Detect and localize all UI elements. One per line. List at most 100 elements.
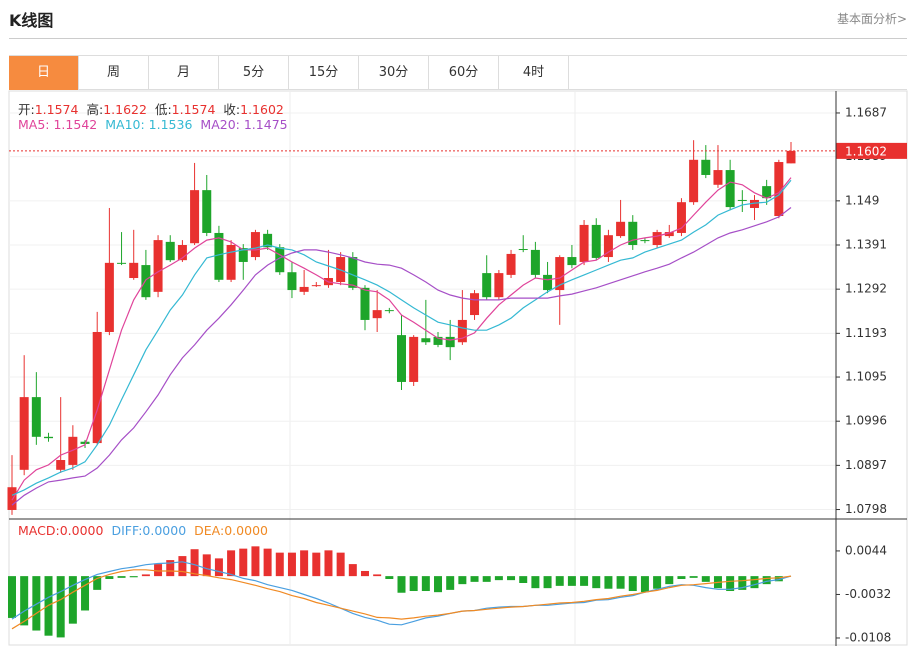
tab-bar: 日周月 5分 15分 30分 60分 4时 bbox=[9, 55, 907, 90]
candle-body bbox=[701, 159, 711, 175]
macd-bar bbox=[665, 576, 674, 585]
legend-separator: : bbox=[220, 523, 225, 538]
legend-value: 1.1536 bbox=[148, 117, 193, 132]
tab[interactable]: 月 bbox=[149, 56, 219, 90]
macd-bar bbox=[507, 576, 516, 581]
candle-body bbox=[749, 199, 759, 208]
macd-bar bbox=[105, 576, 114, 579]
ohlc-item: 低:1.1574 bbox=[155, 102, 215, 117]
ohlc-value: 1.1602 bbox=[240, 102, 284, 117]
candle-body bbox=[372, 310, 382, 319]
indicator-line bbox=[11, 569, 792, 630]
macd-bar bbox=[689, 576, 698, 578]
ma-line bbox=[11, 177, 792, 501]
candle-body bbox=[664, 232, 674, 237]
candle-body bbox=[275, 247, 285, 273]
legend-item: MA20: 1.1475 bbox=[200, 117, 287, 132]
candle-body bbox=[409, 336, 419, 382]
macd-bar bbox=[750, 576, 759, 589]
macd-bar bbox=[653, 576, 662, 589]
y-tick-label: 1.0996 bbox=[845, 414, 887, 428]
macd-bar bbox=[580, 576, 589, 586]
y-tick-label: 1.1193 bbox=[845, 326, 887, 340]
ma-line bbox=[11, 179, 792, 496]
macd-bar bbox=[312, 552, 321, 577]
macd-bar bbox=[8, 576, 16, 618]
candle-body bbox=[80, 441, 90, 444]
candle-body bbox=[494, 273, 504, 298]
candle-body bbox=[555, 257, 565, 291]
candle-body bbox=[774, 162, 784, 217]
macd-bar bbox=[774, 576, 783, 582]
candle-body bbox=[518, 249, 528, 251]
macd-bar bbox=[68, 576, 77, 624]
legend-item: DIFF:0.0000 bbox=[111, 523, 186, 538]
macd-bar bbox=[81, 576, 90, 611]
candle-body bbox=[56, 460, 66, 470]
candle-body bbox=[31, 397, 41, 437]
fundamental-analysis-link[interactable]: 基本面分析> bbox=[836, 12, 907, 26]
macd-bar bbox=[287, 552, 296, 577]
macd-bar bbox=[519, 576, 528, 583]
legend-item: MACD:0.0000 bbox=[18, 523, 103, 538]
macd-bar bbox=[227, 550, 236, 577]
legend-separator: : bbox=[45, 117, 54, 132]
legend-value: 0.0000 bbox=[142, 523, 187, 538]
candle-body bbox=[68, 436, 78, 465]
tab[interactable]: 60分 bbox=[429, 56, 499, 90]
tab[interactable]: 日 bbox=[9, 56, 79, 90]
macd-bar bbox=[178, 556, 187, 577]
macd-bar bbox=[324, 550, 333, 577]
candle-body bbox=[628, 221, 638, 246]
candle-body bbox=[202, 190, 212, 233]
tab[interactable]: 4时 bbox=[499, 56, 569, 90]
ohlc-item: 高:1.1622 bbox=[86, 102, 146, 117]
ma-line bbox=[11, 207, 792, 506]
last-price-label: 1.1602 bbox=[845, 144, 887, 158]
ohlc-item: 收:1.1602 bbox=[223, 102, 283, 117]
ohlc-readout: 开:1.1574 高:1.1622 低:1.1574 收:1.1602 bbox=[18, 99, 292, 118]
candle-body bbox=[226, 245, 236, 280]
macd-bar bbox=[20, 576, 29, 626]
candle-body bbox=[762, 186, 772, 199]
tab[interactable]: 周 bbox=[79, 56, 149, 90]
macd-bar bbox=[93, 576, 102, 590]
candle-body bbox=[676, 202, 686, 233]
legend-separator: : bbox=[235, 117, 244, 132]
ohlc-label: 低: bbox=[154, 102, 172, 117]
candle-body bbox=[7, 487, 17, 510]
legend-separator: : bbox=[55, 523, 60, 538]
y-tick-label: 1.1292 bbox=[845, 282, 887, 296]
y-tick-label: 0.0044 bbox=[845, 543, 887, 557]
macd-bar bbox=[239, 548, 248, 577]
candle-body bbox=[530, 249, 540, 275]
macd-bar bbox=[336, 552, 345, 577]
candle-body bbox=[579, 224, 589, 262]
page-title: K线图 bbox=[9, 11, 54, 30]
ma-legend: MA5: 1.1542 MA10: 1.1536 MA20: 1.1475 bbox=[18, 117, 296, 132]
tab[interactable]: 30分 bbox=[359, 56, 429, 90]
y-tick-label: 1.149 bbox=[845, 193, 879, 207]
macd-bar bbox=[738, 576, 747, 590]
ohlc-value: 1.1574 bbox=[34, 102, 79, 117]
tab[interactable]: 5分 bbox=[219, 56, 289, 90]
macd-bar bbox=[117, 576, 126, 578]
ohlc-value: 1.1574 bbox=[171, 102, 216, 117]
legend-item: MA10: 1.1536 bbox=[105, 117, 192, 132]
ohlc-value: 1.1622 bbox=[103, 102, 147, 117]
legend-separator: : bbox=[138, 523, 143, 538]
header-rule bbox=[9, 38, 907, 39]
candle-body bbox=[214, 232, 224, 280]
candle-body bbox=[384, 310, 394, 312]
macd-bar bbox=[434, 576, 443, 593]
indicator-line bbox=[11, 561, 792, 626]
legend-item: MA5: 1.1542 bbox=[18, 117, 97, 132]
chart-frame bbox=[8, 90, 908, 646]
tab[interactable]: 15分 bbox=[289, 56, 359, 90]
macd-bar bbox=[263, 548, 272, 577]
candle-body bbox=[725, 170, 735, 208]
macd-bar bbox=[190, 549, 199, 577]
candle-body bbox=[482, 273, 492, 298]
